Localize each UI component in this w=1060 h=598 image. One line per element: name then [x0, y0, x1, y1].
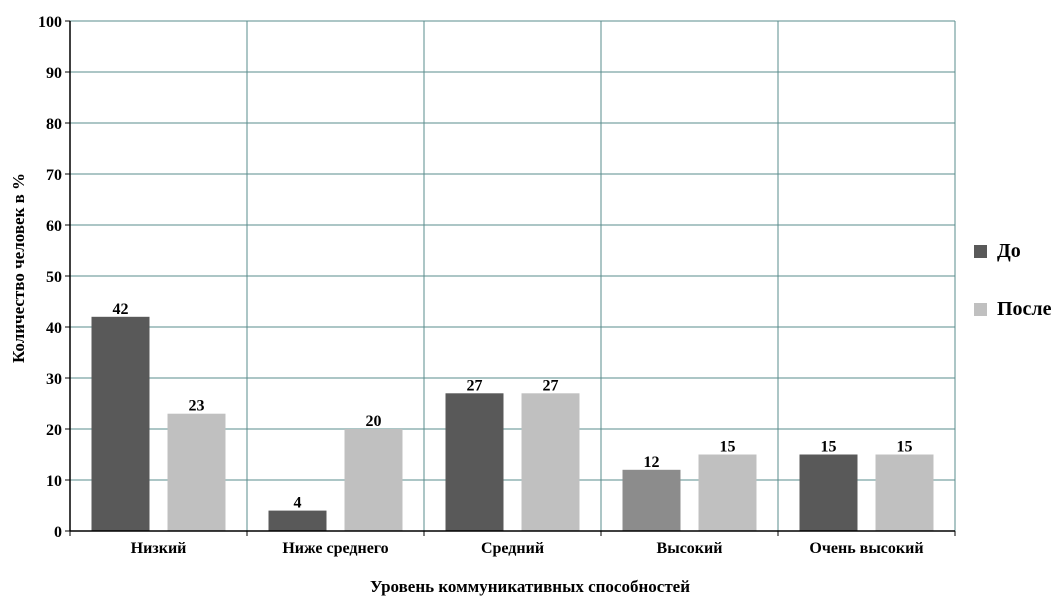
- bars: [91, 316, 934, 531]
- x-tick-label: Низкий: [131, 540, 187, 557]
- bar-after: [698, 454, 757, 531]
- bar-value-label: 4: [294, 495, 302, 512]
- x-tick-labels: Низкий Ниже среднего Средний Высокий Очень в…: [131, 540, 924, 557]
- bar-value-label: 27: [467, 377, 483, 394]
- x-tick-label: Ниже среднего: [282, 540, 388, 557]
- bar-before: [268, 510, 327, 531]
- legend-item-after: После: [974, 294, 1060, 324]
- bar-value-label: 12: [644, 454, 660, 471]
- bar-value-label: 20: [366, 413, 382, 430]
- x-tick-label: Высокий: [657, 540, 723, 557]
- bar-after: [875, 454, 934, 531]
- y-tick-label: 90: [46, 65, 62, 82]
- grid: [70, 20, 956, 531]
- bar-before: [622, 469, 681, 531]
- legend-label-before: До: [997, 239, 1021, 262]
- y-tick-label: 50: [46, 269, 62, 286]
- bar-value-label: 15: [897, 439, 913, 456]
- bar-value-label: 15: [821, 439, 837, 456]
- y-tick-label: 30: [46, 371, 62, 388]
- legend-item-before: До: [974, 236, 1060, 266]
- x-tick-label: Средний: [481, 540, 544, 557]
- y-tick-label: 40: [46, 320, 62, 337]
- bar-before: [799, 454, 858, 531]
- x-tick-label: Очень высокий: [809, 540, 923, 557]
- y-tick-label: 60: [46, 218, 62, 235]
- bar-value-label: 42: [113, 301, 129, 318]
- x-axis-label: Уровень коммуникативных способностей: [370, 577, 690, 596]
- y-tick-labels: 0 10 20 30 40 50 60 70 80 90 100: [38, 14, 62, 541]
- y-tick-label: 10: [46, 473, 62, 490]
- y-tick-label: 20: [46, 422, 62, 439]
- data-labels: 42 23 4 20 27 27 12 15 15 15: [113, 301, 913, 512]
- bar-value-label: 27: [543, 377, 559, 394]
- bar-after: [521, 393, 580, 531]
- y-tick-label: 0: [54, 524, 62, 541]
- y-tick-label: 100: [38, 14, 62, 31]
- bar-before: [91, 316, 150, 531]
- legend-swatch-before: [974, 244, 987, 258]
- bar-after: [344, 429, 403, 531]
- y-tick-label: 80: [46, 116, 62, 133]
- legend: До После: [974, 236, 1060, 352]
- axes: [65, 20, 956, 536]
- legend-swatch-after: [974, 302, 987, 316]
- bar-before: [445, 393, 504, 531]
- bar-value-label: 23: [189, 398, 205, 415]
- y-tick-label: 70: [46, 167, 62, 184]
- bar-after: [167, 413, 226, 531]
- bar-value-label: 15: [720, 439, 736, 456]
- y-axis-label: Количество человек в %: [9, 173, 28, 363]
- legend-label-after: После: [997, 297, 1052, 320]
